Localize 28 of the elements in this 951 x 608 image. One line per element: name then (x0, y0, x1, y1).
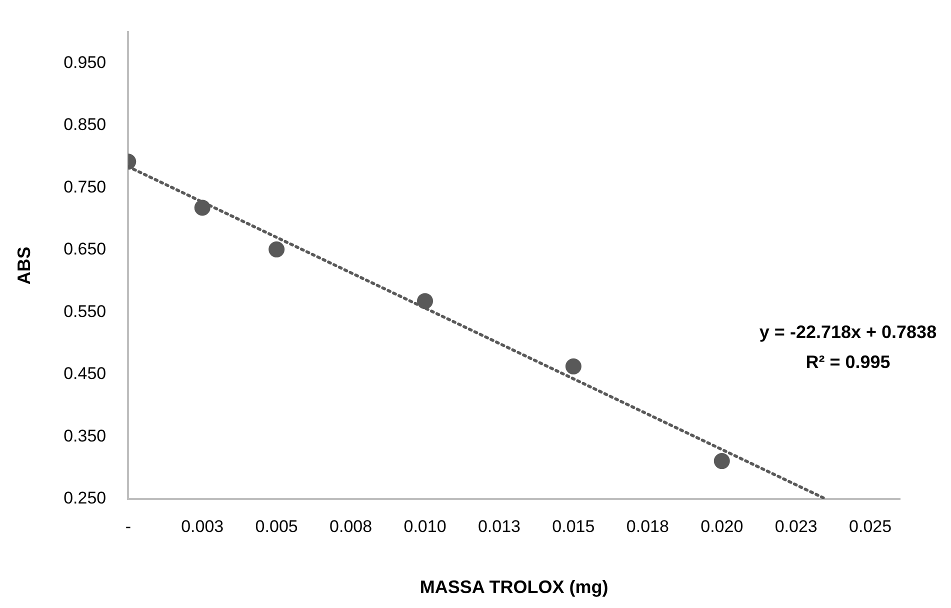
point (194, 200, 210, 216)
x-tick-label: 0.005 (255, 516, 298, 536)
x-tick-label: 0.020 (700, 516, 744, 536)
y-axis-title: ABS (14, 246, 34, 285)
x-tick-label: 0.008 (330, 516, 372, 536)
x-axis-title: MASSA TROLOX (mg) (420, 577, 608, 598)
point (417, 293, 434, 310)
annotation: y = -22.718x + 0.7838 (759, 322, 937, 342)
x-tick-label: 0.010 (404, 516, 446, 536)
x-tick-label: - (125, 516, 131, 536)
x-tick-label: 0.003 (181, 516, 224, 536)
y-tick-label: 0.350 (64, 426, 106, 446)
y-tick-label: 0.450 (64, 364, 106, 384)
x-tick-label: 0.025 (849, 516, 892, 536)
point (565, 358, 582, 374)
y-tick-label: 0.650 (64, 240, 106, 259)
x-tick-label: 0.018 (626, 516, 669, 536)
y-tick-label: 0.550 (64, 302, 106, 321)
point (714, 453, 730, 470)
y-tick-label: 0.750 (64, 177, 106, 196)
x-tick-label: 0.015 (552, 516, 595, 536)
x-tick-label: 0.023 (774, 516, 818, 536)
y-tick-label: 0.950 (64, 53, 106, 72)
point (268, 241, 285, 258)
x-tick-label: 0.013 (478, 516, 520, 536)
annotation: R² = 0.995 (806, 352, 890, 372)
y-tick-label: 0.250 (64, 488, 106, 508)
y-tick-label: 0.850 (64, 115, 106, 134)
